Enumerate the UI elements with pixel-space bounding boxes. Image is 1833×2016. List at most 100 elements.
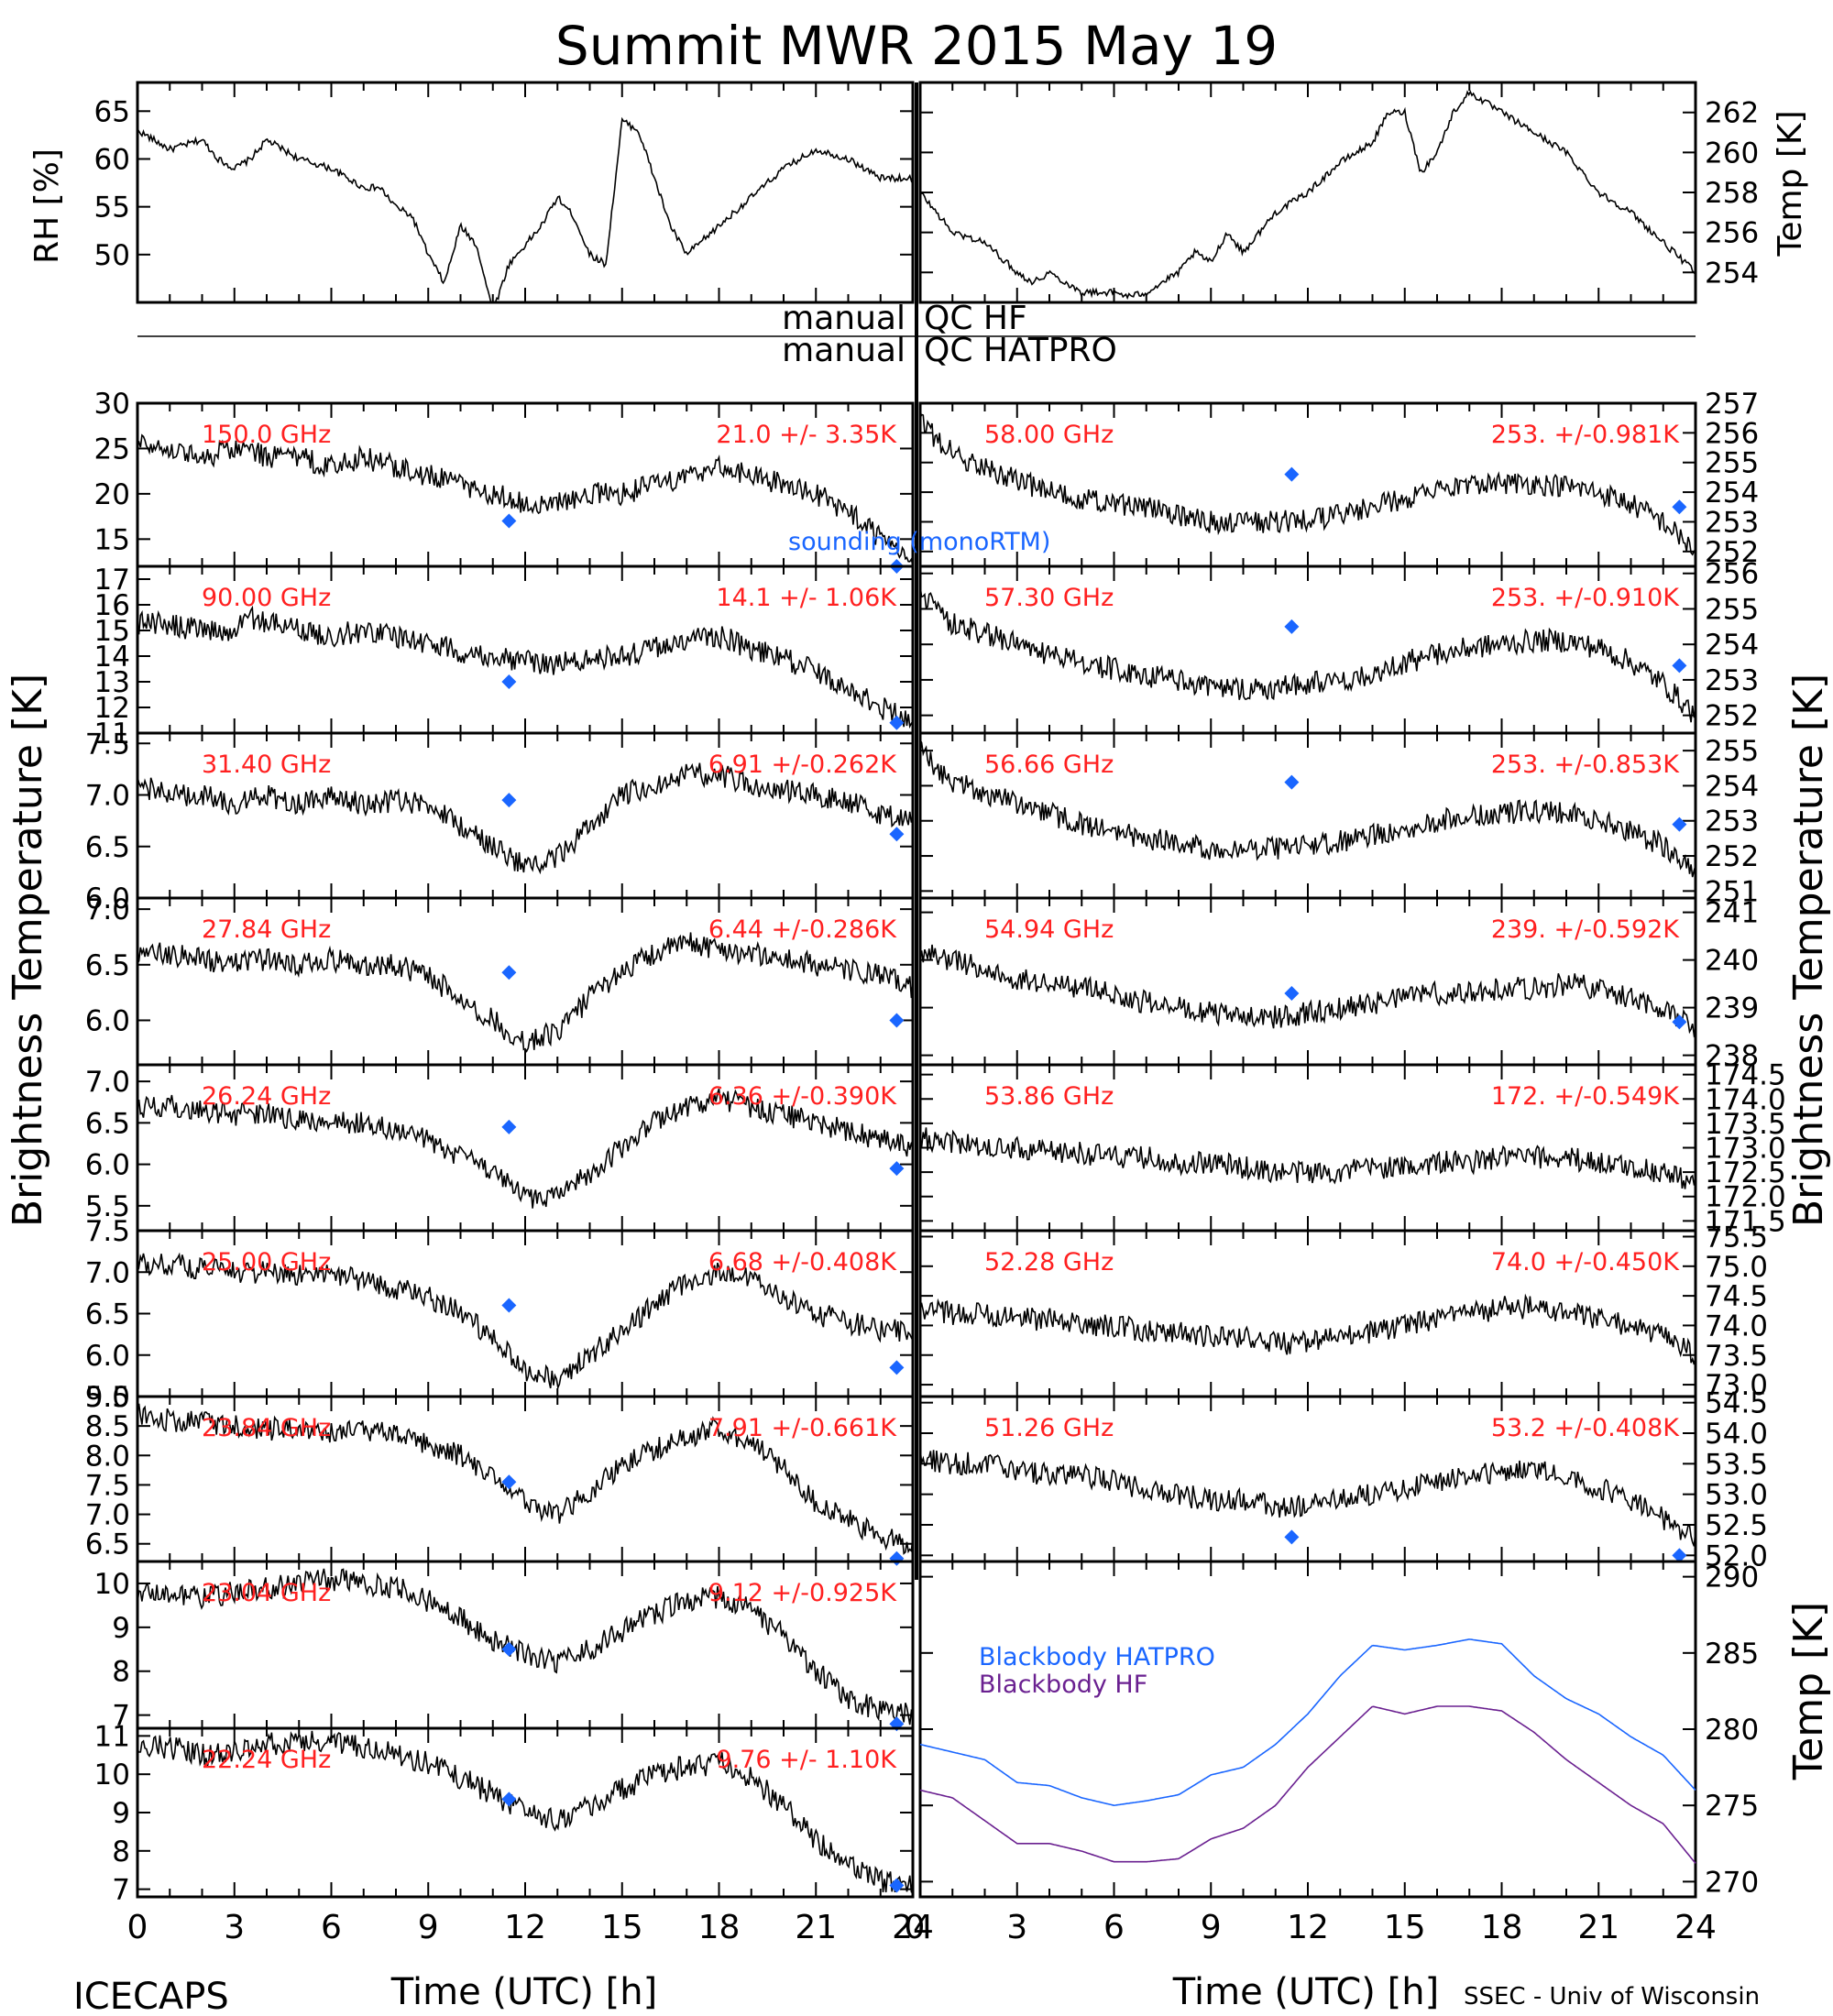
- sounding-point-14: [1284, 986, 1300, 1001]
- channel-label-15: 53.86 GHz: [984, 1082, 1114, 1111]
- y-tick-label: 172.0: [1705, 1181, 1786, 1214]
- channel-stat-17: 53.2 +/-0.408K: [1491, 1414, 1680, 1442]
- sounding-point-10: [501, 1791, 517, 1807]
- series-line-10: [137, 1730, 914, 1894]
- series-line-11: [919, 413, 1696, 556]
- x-tick-label: 6: [1103, 1909, 1125, 1946]
- x-tick-label: 0: [905, 1909, 926, 1946]
- channel-label-17: 51.26 GHz: [984, 1414, 1114, 1442]
- channel-stat-8: 7.91 +/-0.661K: [708, 1414, 897, 1442]
- y-tick-label: 174.5: [1705, 1059, 1786, 1092]
- channel-stat-3: 14.1 +/- 1.06K: [716, 584, 897, 612]
- y-tick-label: 7.0: [85, 893, 130, 926]
- y-tick-label: 5.5: [85, 1381, 130, 1414]
- x-tick-label: 15: [1384, 1909, 1426, 1946]
- sounding-point-5: [501, 965, 517, 981]
- series-line-15: [919, 1127, 1696, 1189]
- y-tick-label: 8.0: [85, 1440, 130, 1473]
- channel-label-12: 57.30 GHz: [984, 584, 1114, 612]
- bt-right-axis-label: Brightness Temperature [K]: [1785, 674, 1832, 1227]
- sounding-point-6: [889, 1161, 905, 1177]
- series-line-16: [919, 1293, 1696, 1365]
- panel-frame-18: [918, 1560, 1697, 1899]
- y-tick-label: 9: [112, 1797, 130, 1830]
- x-tick-label: 18: [698, 1909, 741, 1946]
- x-axis-label-left: Time (UTC) [h]: [390, 1971, 657, 2013]
- y-tick-label: 5.5: [85, 1190, 130, 1223]
- x-tick-label: 21: [1577, 1909, 1619, 1946]
- y-tick-label: 9.0: [85, 1381, 130, 1414]
- y-tick-label: 6.5: [85, 1528, 130, 1561]
- series-line-14: [919, 944, 1696, 1038]
- y-tick-label: 6.0: [85, 1004, 130, 1037]
- qc-hatpro-label: QC HATPRO: [924, 332, 1117, 369]
- y-tick-label: 52.5: [1705, 1509, 1768, 1542]
- channel-label-10: 22.24 GHz: [202, 1746, 331, 1774]
- temp-top-axis-label: Temp [K]: [1772, 110, 1809, 257]
- footer-icecaps: ICECAPS: [73, 1976, 229, 2016]
- y-tick-label: 10: [94, 1759, 130, 1791]
- y-tick-label: 8: [112, 1656, 130, 1689]
- channel-label-5: 27.84 GHz: [202, 915, 331, 944]
- series-line-9: [137, 1568, 914, 1726]
- y-tick-label: 20: [94, 478, 130, 511]
- x-tick-label: 3: [1006, 1909, 1027, 1946]
- y-tick-label: 6.0: [85, 1340, 130, 1373]
- y-tick-label: 257: [1705, 388, 1759, 421]
- panel-frame-0: [136, 81, 915, 304]
- bt-left-axis-label: Brightness Temperature [K]: [5, 674, 51, 1227]
- y-tick-label: 54.0: [1705, 1418, 1768, 1451]
- y-tick-label: 252: [1705, 840, 1759, 873]
- channel-label-8: 23.84 GHz: [202, 1414, 331, 1442]
- y-tick-label: 11: [94, 718, 130, 751]
- y-tick-label: 275: [1705, 1790, 1759, 1823]
- y-tick-label: 255: [1705, 735, 1759, 768]
- y-tick-label: 172.5: [1705, 1156, 1786, 1189]
- sounding-point-12: [1284, 619, 1300, 634]
- channel-label-7: 25.00 GHz: [202, 1248, 331, 1276]
- sounding-point-2: [501, 513, 517, 529]
- y-tick-label: 238: [1705, 1040, 1759, 1073]
- y-tick-label: 12: [94, 692, 130, 725]
- channel-stat-5: 6.44 +/-0.286K: [708, 915, 897, 944]
- x-tick-label: 9: [418, 1909, 439, 1946]
- channel-stat-12: 253. +/-0.910K: [1491, 584, 1680, 612]
- y-tick-label: 17: [94, 564, 130, 597]
- series-line-6: [137, 1088, 914, 1209]
- y-tick-label: 73.0: [1705, 1369, 1768, 1402]
- y-tick-label: 75.5: [1705, 1221, 1768, 1254]
- series-line-8: [137, 1403, 914, 1555]
- y-tick-label: 7.5: [85, 728, 130, 761]
- y-tick-label: 7: [112, 1874, 130, 1907]
- y-tick-label: 6.0: [85, 1149, 130, 1182]
- x-tick-label: 24: [1674, 1909, 1717, 1946]
- y-tick-label: 7.0: [85, 1256, 130, 1289]
- legend-bb-hatpro: Blackbody HATPRO: [979, 1643, 1215, 1671]
- x-tick-label: 12: [504, 1909, 546, 1946]
- y-tick-label: 255: [1705, 593, 1759, 626]
- y-tick-label: 6.5: [85, 949, 130, 982]
- sounding-legend: sounding (monoRTM): [788, 528, 1050, 556]
- y-tick-label: 256: [1705, 417, 1759, 450]
- x-tick-label: 3: [224, 1909, 245, 1946]
- y-tick-label: 54.5: [1705, 1387, 1768, 1420]
- y-tick-label: 74.0: [1705, 1309, 1768, 1342]
- y-tick-label: 285: [1705, 1638, 1759, 1671]
- y-tick-label: 7.0: [85, 1499, 130, 1532]
- y-tick-label: 174.0: [1705, 1083, 1786, 1116]
- y-tick-label: 53.5: [1705, 1448, 1768, 1481]
- y-tick-label: 10: [94, 1568, 130, 1601]
- y-tick-label: 60: [94, 143, 130, 176]
- y-tick-label: 74.5: [1705, 1280, 1768, 1313]
- sounding-point-12: [1672, 658, 1687, 674]
- series-line-17: [919, 1448, 1696, 1547]
- y-tick-label: 6.5: [85, 1107, 130, 1140]
- channel-stat-7: 6.68 +/-0.408K: [708, 1248, 897, 1276]
- y-tick-label: 173.5: [1705, 1108, 1786, 1141]
- series-line-0-0: [137, 116, 914, 303]
- y-tick-label: 55: [94, 192, 130, 225]
- y-tick-label: 260: [1705, 137, 1759, 170]
- channel-stat-13: 253. +/-0.853K: [1491, 751, 1680, 779]
